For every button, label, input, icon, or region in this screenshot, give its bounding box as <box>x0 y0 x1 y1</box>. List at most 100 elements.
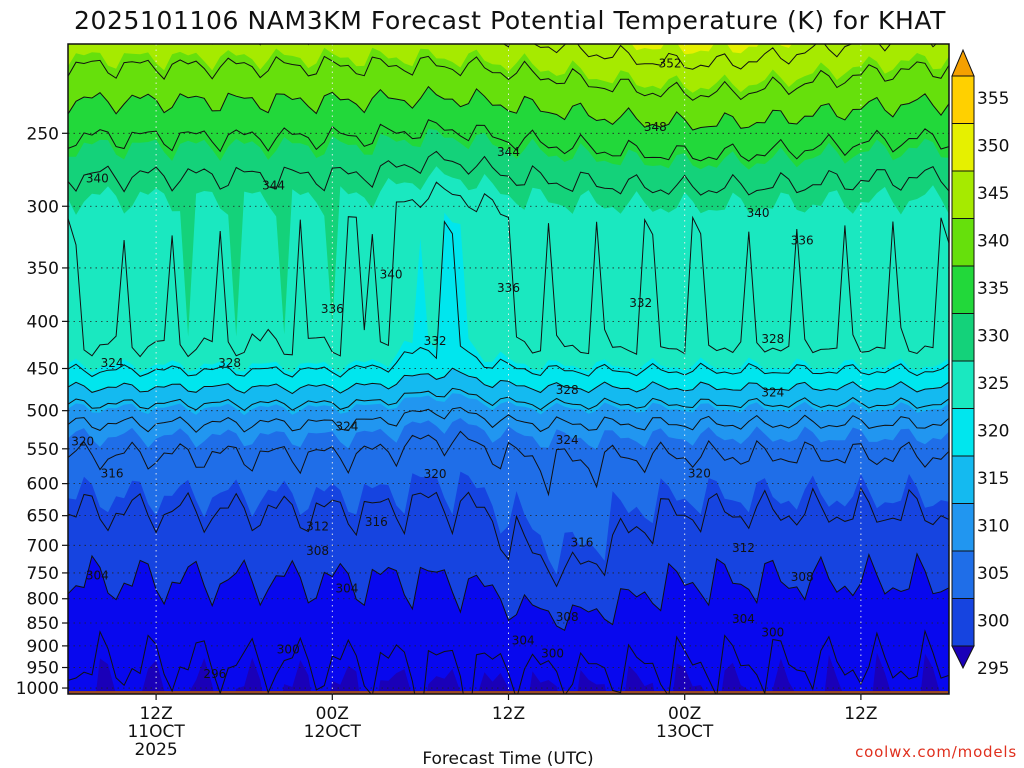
colorbar-box <box>951 218 975 267</box>
colorbar-label: 305 <box>977 564 1009 584</box>
contour-320 <box>68 367 949 395</box>
contour-label-340: 340 <box>380 268 403 282</box>
colorbar-label: 300 <box>977 612 1009 632</box>
contour-336 <box>68 119 949 162</box>
contour-label-336: 336 <box>321 302 344 316</box>
colorbar-label: 310 <box>977 517 1009 537</box>
contour-328 <box>68 181 949 358</box>
contour-label-304: 304 <box>86 569 109 583</box>
contour-label-300: 300 <box>277 642 300 656</box>
contour-label-320: 320 <box>424 467 447 481</box>
contour-label-324: 324 <box>336 419 359 433</box>
contour-label-304: 304 <box>336 582 359 596</box>
colorbar-label: 350 <box>977 137 1009 157</box>
theta-color-bands <box>68 0 949 694</box>
terrain-strip <box>69 691 948 694</box>
contour-296 <box>68 629 949 694</box>
colorbar-label: 355 <box>977 89 1009 109</box>
contour-label-320: 320 <box>688 466 711 480</box>
contour-label-308: 308 <box>306 544 329 558</box>
terrain-fill <box>69 691 948 694</box>
colorbar-box <box>951 123 975 172</box>
contour-label-332: 332 <box>629 296 652 310</box>
contour-label-300: 300 <box>761 625 784 639</box>
colorbar-box <box>951 455 975 504</box>
x-tick-label: 12Z <box>139 704 172 724</box>
y-tick-label: 450 <box>27 360 59 380</box>
contour-300 <box>68 552 949 632</box>
x-axis-label: Forecast Time (UTC) <box>422 749 593 768</box>
colorbar-box <box>951 503 975 552</box>
colorbar-label: 295 <box>977 659 1009 679</box>
y-tick-label: 950 <box>27 659 59 679</box>
colorbar-label: 330 <box>977 327 1009 347</box>
x-tick-label: 00Z <box>668 704 701 724</box>
y-tick-label: 750 <box>27 564 59 584</box>
contour-label-328: 328 <box>218 356 241 370</box>
contour-label-304: 304 <box>732 612 755 626</box>
x-tick-date: 12OCT <box>304 722 362 742</box>
credit-text: coolwx.com/models <box>855 743 1017 761</box>
colorbar-box <box>951 598 975 647</box>
colorbar-box <box>951 408 975 457</box>
y-tick-label: 900 <box>27 637 59 657</box>
contour-label-316: 316 <box>101 466 124 480</box>
colorbar-box <box>951 313 975 362</box>
contour-labels: 340 344 352 348 344 340 336 340 336 332 336 332 328 3… <box>71 57 813 681</box>
colorbar-box <box>951 265 975 314</box>
x-tick-date: 11OCT <box>127 722 185 742</box>
colorbar: 295 300 305 310 315 320 325 330 335 340 345 350 355 <box>951 48 1009 679</box>
y-tick-label: 850 <box>27 614 59 634</box>
colorbar-box <box>951 75 975 124</box>
contour-label-308: 308 <box>791 570 814 584</box>
y-tick-label: 600 <box>27 475 59 495</box>
contour-label-344: 344 <box>262 179 285 193</box>
y-tick-label: 700 <box>27 536 59 556</box>
colorbar-box <box>951 170 975 219</box>
contour-label-300: 300 <box>541 646 564 660</box>
contour-label-304: 304 <box>512 634 535 648</box>
y-tick-label: 350 <box>27 259 59 279</box>
contour-312 <box>68 406 949 433</box>
contour-label-344: 344 <box>497 145 520 159</box>
contour-label-324: 324 <box>761 386 784 400</box>
y-tick-label: 400 <box>27 312 59 332</box>
y-tick-label: 550 <box>27 440 59 460</box>
y-tick-label: 300 <box>27 197 59 217</box>
contour-label-328: 328 <box>556 383 579 397</box>
colorbar-box <box>951 550 975 599</box>
contour-344 <box>68 55 949 101</box>
y-tick-label: 650 <box>27 507 59 527</box>
chart-title: 2025101106 NAM3KM Forecast Potential Tem… <box>74 6 946 35</box>
colorbar-top-arrow <box>951 48 975 77</box>
contour-label-316: 316 <box>570 535 593 549</box>
contour-348 <box>107 44 937 70</box>
y-axis: 250 300 350 400 450 500 550 600 650 700 750 800 850 9… <box>16 124 68 699</box>
x-tick-label: 12Z <box>844 704 877 724</box>
band-355 <box>68 0 949 4</box>
x-tick-date: 13OCT <box>656 722 714 742</box>
contour-308 <box>68 430 949 497</box>
colorbar-label: 340 <box>977 232 1009 252</box>
y-tick-label: 800 <box>27 590 59 610</box>
colorbar-box <box>951 360 975 409</box>
x-tick-year: 2025 <box>134 740 177 760</box>
contour-label-324: 324 <box>101 356 124 370</box>
band-345 <box>68 44 949 93</box>
colorbar-label: 320 <box>977 422 1009 442</box>
contour-label-340: 340 <box>747 206 770 220</box>
y-tick-label: 250 <box>27 124 59 144</box>
contour-label-308: 308 <box>556 610 579 624</box>
contour-label-320: 320 <box>71 434 94 448</box>
x-tick-label: 00Z <box>316 704 349 724</box>
colorbar-label: 325 <box>977 374 1009 394</box>
contour-label-340: 340 <box>86 172 109 186</box>
contour-label-336: 336 <box>791 234 814 248</box>
x-tick-label: 12Z <box>492 704 525 724</box>
contour-label-336: 336 <box>497 281 520 295</box>
contour-304 <box>68 486 949 588</box>
colorbar-label: 315 <box>977 469 1009 489</box>
y-tick-label: 500 <box>27 402 59 422</box>
